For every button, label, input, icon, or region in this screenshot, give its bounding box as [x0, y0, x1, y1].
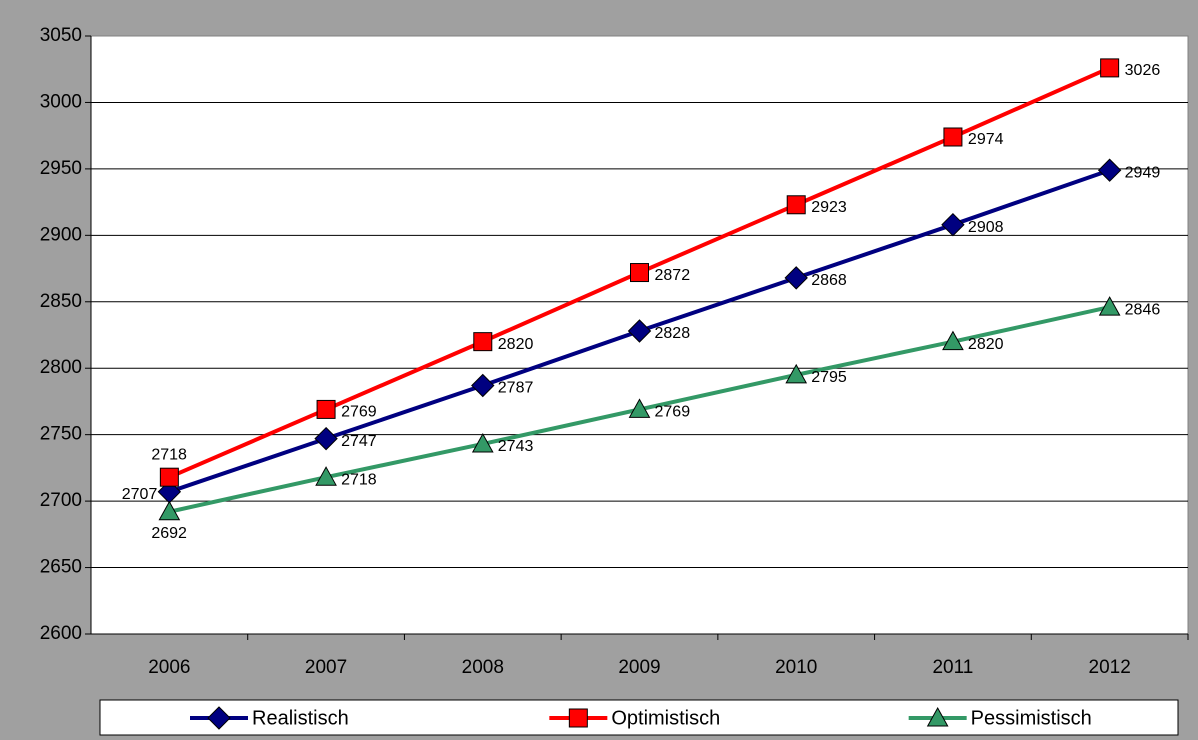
data-label: 2787 — [498, 380, 534, 397]
x-tick-label: 2012 — [1089, 657, 1131, 678]
x-tick-label: 2007 — [305, 657, 347, 678]
legend-marker — [568, 708, 588, 728]
data-label: 2743 — [498, 438, 534, 455]
data-point — [471, 432, 494, 453]
data-point — [785, 363, 808, 384]
data-point — [941, 212, 965, 237]
y-tick-label: 2600 — [40, 623, 82, 644]
x-tick-label: 2011 — [932, 657, 973, 678]
x-tick-label: 2009 — [618, 657, 660, 678]
legend-marker — [926, 706, 949, 727]
data-label: 2820 — [968, 336, 1004, 353]
data-label: 2974 — [968, 131, 1004, 148]
data-label: 2846 — [1125, 301, 1161, 318]
data-label: 2769 — [341, 404, 377, 421]
data-point — [158, 500, 181, 521]
y-tick-label: 2700 — [40, 490, 82, 511]
y-tick-label: 2950 — [40, 158, 82, 179]
legend-label: Optimistisch — [611, 707, 720, 729]
data-point — [630, 263, 649, 283]
x-tick-label: 2008 — [462, 657, 504, 678]
data-label: 2769 — [655, 404, 691, 421]
data-label: 2868 — [811, 272, 847, 289]
data-point — [1100, 58, 1120, 78]
data-point — [784, 266, 808, 290]
x-tick-label: 2006 — [148, 657, 190, 678]
data-point — [1098, 296, 1121, 316]
y-tick-label: 3000 — [40, 91, 82, 112]
y-tick-label: 2750 — [40, 424, 82, 445]
data-label: 3026 — [1125, 62, 1161, 79]
data-point — [316, 399, 336, 419]
data-point — [628, 398, 651, 418]
y-tick-label: 2900 — [40, 224, 82, 245]
data-label: 2923 — [811, 199, 847, 216]
data-label: 2828 — [655, 325, 691, 342]
data-point — [627, 319, 652, 343]
data-point — [943, 127, 963, 147]
data-point — [473, 332, 493, 352]
y-tick-label: 2850 — [40, 291, 82, 312]
x-tick-label: 2010 — [775, 657, 817, 678]
data-point — [159, 467, 179, 487]
data-label: 2908 — [968, 219, 1004, 236]
data-label: 2820 — [498, 336, 534, 353]
data-point — [786, 195, 806, 215]
y-tick-label: 2800 — [40, 357, 82, 378]
legend-marker — [207, 706, 231, 730]
data-label: 2949 — [1125, 164, 1161, 181]
y-tick-label: 3050 — [40, 25, 82, 46]
data-point — [471, 373, 495, 398]
data-label: 2718 — [341, 471, 377, 488]
y-tick-label: 2650 — [40, 557, 82, 578]
data-point — [1097, 158, 1122, 182]
data-point — [942, 330, 964, 351]
data-label: 2747 — [341, 433, 377, 450]
legend — [99, 699, 1179, 736]
data-point — [315, 466, 337, 486]
data-label: 2707 — [122, 486, 158, 503]
data-label: 2872 — [655, 267, 691, 284]
data-label: 2718 — [151, 446, 187, 463]
legend-label: Realistisch — [252, 707, 349, 729]
legend-label: Pessimistisch — [971, 707, 1092, 729]
data-point — [314, 426, 338, 451]
data-label: 2795 — [811, 369, 847, 386]
data-label: 2692 — [151, 525, 187, 542]
